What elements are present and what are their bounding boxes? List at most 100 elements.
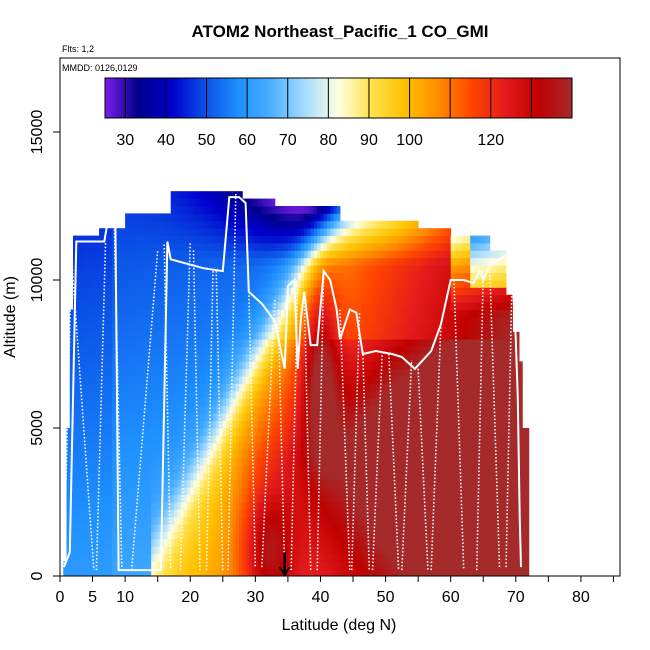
heatmap-cell <box>196 428 201 436</box>
heatmap-cell <box>69 405 74 414</box>
heatmap-cell <box>180 405 185 414</box>
heatmap-cell <box>349 553 354 562</box>
heatmap-cell <box>313 354 318 362</box>
heatmap-cell <box>268 346 273 355</box>
heatmap-cell <box>284 472 289 481</box>
heatmap-cell <box>108 391 113 399</box>
heatmap-cell <box>92 413 97 421</box>
heatmap-cell <box>343 502 347 510</box>
heatmap-cell <box>372 420 377 429</box>
heatmap-cell <box>369 539 373 547</box>
heatmap-cell <box>255 346 260 355</box>
heatmap-cell <box>79 243 84 251</box>
heatmap-cell <box>121 280 126 288</box>
heatmap-cell <box>200 280 204 288</box>
heatmap-cell <box>102 398 106 407</box>
heatmap-cell <box>151 553 155 562</box>
heatmap-cell <box>138 435 142 444</box>
heatmap-cell <box>112 539 116 547</box>
heatmap-cell <box>219 309 224 318</box>
heatmap-cell <box>196 287 201 296</box>
heatmap-cell <box>108 531 113 540</box>
heatmap-cell <box>340 361 344 370</box>
heatmap-cell <box>258 206 263 214</box>
heatmap-cell <box>232 339 237 347</box>
heatmap-cell <box>274 524 279 532</box>
heatmap-cell <box>261 309 266 318</box>
heatmap-cell <box>151 220 155 229</box>
heatmap-cell <box>209 220 214 229</box>
heatmap-cell <box>144 376 149 384</box>
heatmap-cell <box>294 354 299 362</box>
heatmap-cell <box>248 457 253 466</box>
heatmap-cell <box>108 509 113 518</box>
heatmap-cell <box>281 420 286 429</box>
heatmap-cell <box>177 472 181 481</box>
heatmap-cell <box>356 553 360 562</box>
heatmap-cell <box>340 376 344 384</box>
heatmap-cell <box>385 435 390 444</box>
heatmap-cell <box>336 413 341 421</box>
heatmap-cell <box>326 391 331 399</box>
heatmap-cell <box>118 479 123 488</box>
heatmap-cell <box>180 383 185 392</box>
heatmap-cell <box>134 228 139 236</box>
heatmap-cell <box>134 280 139 288</box>
heatmap-cell <box>369 546 373 555</box>
heatmap-cell <box>141 509 146 518</box>
heatmap-cell <box>128 420 133 429</box>
heatmap-cell <box>222 317 227 325</box>
heatmap-cell <box>209 383 214 392</box>
heatmap-cell <box>190 198 194 207</box>
heatmap-cell <box>356 568 360 577</box>
heatmap-cell <box>108 442 113 451</box>
heatmap-cell <box>105 405 110 414</box>
heatmap-cell <box>102 502 106 510</box>
heatmap-cell <box>307 383 312 392</box>
heatmap-cell <box>141 479 146 488</box>
heatmap-cell <box>213 250 217 259</box>
heatmap-cell <box>258 568 263 577</box>
heatmap-cell <box>340 450 344 458</box>
heatmap-cell <box>362 265 367 273</box>
heatmap-cell <box>213 206 217 214</box>
heatmap-cell <box>167 294 172 303</box>
heatmap-cell <box>248 309 253 318</box>
heatmap-cell <box>382 361 386 370</box>
heatmap-cell <box>268 524 273 532</box>
heatmap-cell <box>320 428 325 436</box>
heatmap-cell <box>86 383 90 392</box>
heatmap-cell <box>330 317 334 325</box>
heatmap-cell <box>274 428 279 436</box>
heatmap-cell <box>304 324 308 333</box>
heatmap-cell <box>226 509 230 518</box>
heatmap-cell <box>154 487 159 495</box>
heatmap-cell <box>118 472 123 481</box>
heatmap-cell <box>147 324 152 333</box>
heatmap-cell <box>248 428 253 436</box>
heatmap-cell <box>297 294 302 303</box>
heatmap-cell <box>180 294 185 303</box>
heatmap-cell <box>252 309 256 318</box>
heatmap-cell <box>86 391 90 399</box>
heatmap-cell <box>180 272 185 281</box>
heatmap-cell <box>235 465 240 473</box>
heatmap-cell <box>125 553 129 562</box>
heatmap-cell <box>203 383 207 392</box>
heatmap-cell <box>190 539 194 547</box>
heatmap-cell <box>105 354 110 362</box>
heatmap-cell <box>248 509 253 518</box>
heatmap-cell <box>196 383 201 392</box>
heatmap-cell <box>304 524 308 532</box>
heatmap-cell <box>310 354 315 362</box>
heatmap-cell <box>343 339 347 347</box>
heatmap-cell <box>190 302 194 310</box>
heatmap-cell <box>330 213 334 222</box>
heatmap-cell <box>173 457 178 466</box>
heatmap-cell <box>69 331 74 340</box>
heatmap-cell <box>89 391 93 399</box>
heatmap-cell <box>141 413 146 421</box>
heatmap-cell <box>382 376 386 384</box>
heatmap-cell <box>108 413 113 421</box>
heatmap-cell <box>128 228 133 236</box>
